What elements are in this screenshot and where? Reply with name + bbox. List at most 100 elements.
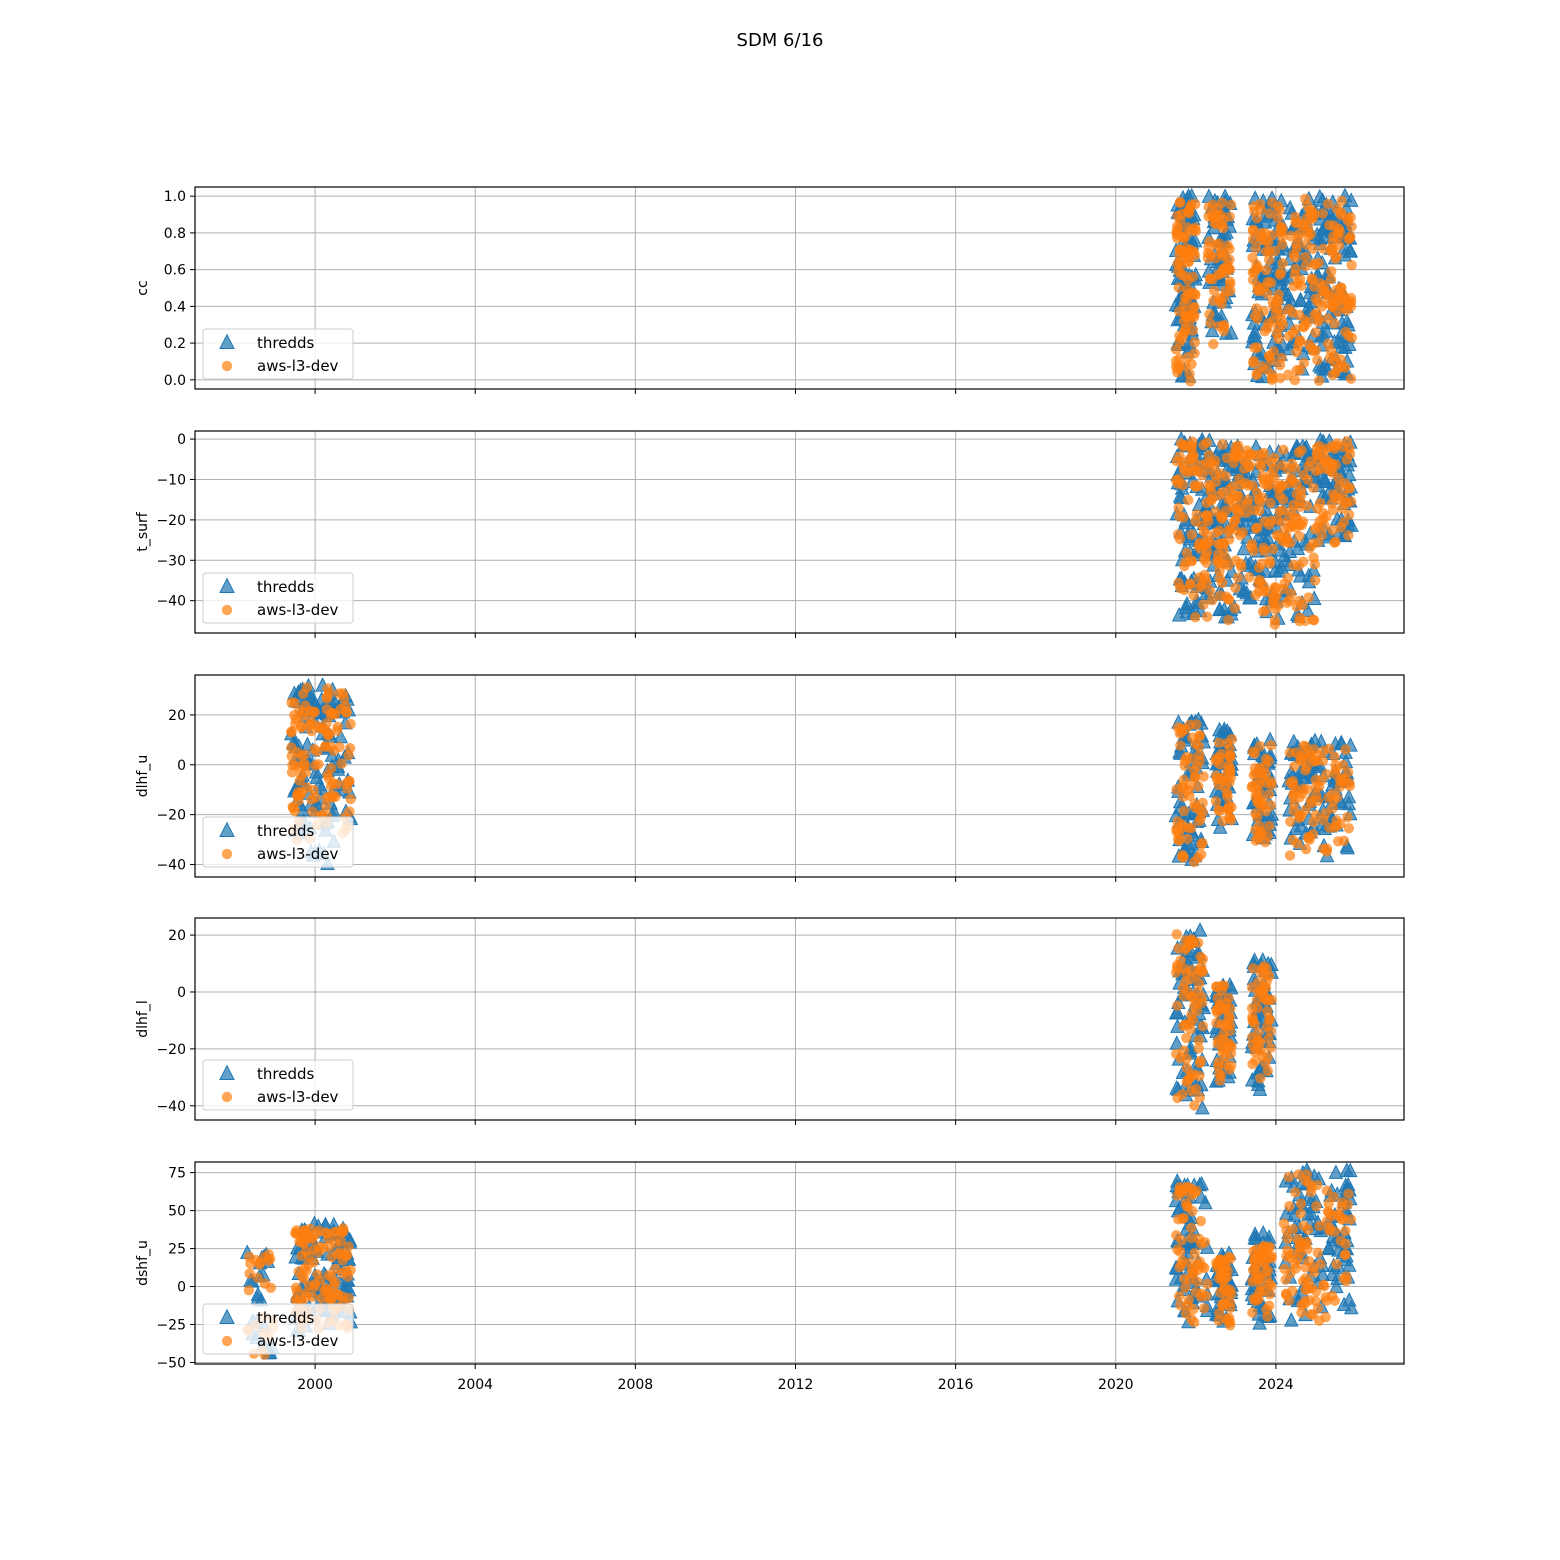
y-tick-label: −20 (156, 1042, 186, 1058)
point-aws-l3-dev (320, 801, 332, 812)
point-aws-l3-dev (301, 782, 313, 793)
point-aws-l3-dev (1271, 590, 1282, 601)
point-aws-l3-dev (1188, 302, 1199, 313)
point-aws-l3-dev (1213, 804, 1224, 816)
legend-label-thredds: thredds (257, 822, 314, 840)
point-aws-l3-dev (296, 1271, 308, 1282)
y-axis-label: dshf_u (135, 1240, 151, 1286)
point-aws-l3-dev (1309, 559, 1321, 570)
point-aws-l3-dev (1219, 321, 1230, 332)
point-aws-l3-dev (1265, 468, 1277, 480)
point-aws-l3-dev (1244, 572, 1255, 583)
point-aws-l3-dev (313, 1247, 324, 1258)
point-aws-l3-dev (1235, 561, 1247, 573)
point-aws-l3-dev (1330, 367, 1341, 378)
point-aws-l3-dev (1313, 375, 1325, 386)
point-aws-l3-dev (1178, 461, 1190, 473)
point-aws-l3-dev (288, 802, 299, 814)
point-aws-l3-dev (1249, 762, 1261, 774)
point-aws-l3-dev (1309, 575, 1321, 586)
point-aws-l3-dev (1249, 1046, 1261, 1057)
point-aws-l3-dev (344, 806, 355, 817)
point-aws-l3-dev (286, 742, 297, 753)
y-tick-label: −10 (156, 472, 186, 488)
y-tick-label: 0.4 (164, 299, 186, 315)
point-aws-l3-dev (1300, 843, 1312, 855)
point-aws-l3-dev (296, 750, 307, 762)
legend-marker-aws-l3-dev (221, 1335, 233, 1347)
point-aws-l3-dev (1258, 542, 1269, 554)
point-aws-l3-dev (1193, 741, 1205, 752)
point-thredds (1271, 563, 1287, 578)
legend-box (202, 1059, 354, 1111)
y-axis-label: dlhf_u (135, 755, 151, 797)
point-aws-l3-dev (1300, 260, 1311, 272)
point-aws-l3-dev (1172, 1000, 1183, 1011)
point-aws-l3-dev (1243, 480, 1254, 491)
point-aws-l3-dev (1185, 578, 1196, 589)
point-aws-l3-dev (1186, 1190, 1197, 1201)
point-aws-l3-dev (1203, 201, 1214, 213)
point-aws-l3-dev (1318, 843, 1329, 854)
point-thredds (1301, 1189, 1316, 1205)
point-aws-l3-dev (1296, 280, 1307, 292)
legend: thredds aws-l3-dev (202, 816, 354, 868)
point-aws-l3-dev (1263, 254, 1275, 266)
point-aws-l3-dev (1214, 999, 1225, 1011)
point-aws-l3-dev (1174, 1262, 1185, 1273)
point-aws-l3-dev (1273, 289, 1284, 300)
point-aws-l3-dev (1335, 206, 1347, 218)
point-aws-l3-dev (1307, 1262, 1319, 1273)
point-aws-l3-dev (1221, 788, 1233, 799)
point-aws-l3-dev (1291, 489, 1302, 500)
point-aws-l3-dev (1185, 753, 1197, 764)
point-aws-l3-dev (1221, 591, 1232, 602)
point-aws-l3-dev (1284, 595, 1295, 606)
point-thredds (1288, 820, 1304, 836)
point-aws-l3-dev (300, 767, 312, 778)
point-aws-l3-dev (1193, 1233, 1205, 1244)
point-aws-l3-dev (1225, 199, 1237, 211)
point-aws-l3-dev (1211, 239, 1222, 251)
point-aws-l3-dev (1284, 1200, 1295, 1212)
point-aws-l3-dev (1297, 1276, 1309, 1287)
point-aws-l3-dev (1289, 252, 1301, 263)
legend: thredds aws-l3-dev (202, 1303, 354, 1355)
point-aws-l3-dev (1178, 990, 1189, 1002)
point-aws-l3-dev (1241, 507, 1252, 518)
point-aws-l3-dev (337, 1255, 348, 1266)
point-aws-l3-dev (1248, 201, 1259, 212)
point-aws-l3-dev (1264, 208, 1276, 219)
point-aws-l3-dev (1339, 773, 1350, 784)
point-aws-l3-dev (1179, 1273, 1190, 1285)
point-aws-l3-dev (1252, 313, 1263, 324)
point-thredds (1318, 473, 1334, 489)
point-aws-l3-dev (1312, 1247, 1324, 1259)
point-aws-l3-dev (1247, 1014, 1258, 1025)
point-aws-l3-dev (1181, 547, 1193, 559)
point-aws-l3-dev (1183, 257, 1194, 268)
legend: thredds aws-l3-dev (202, 328, 354, 380)
point-aws-l3-dev (1324, 353, 1335, 364)
point-aws-l3-dev (320, 1227, 332, 1238)
point-aws-l3-dev (1257, 772, 1268, 783)
point-aws-l3-dev (1337, 503, 1348, 514)
y-tick-label: 1.0 (164, 189, 186, 205)
point-aws-l3-dev (1345, 373, 1357, 384)
point-aws-l3-dev (1288, 560, 1299, 571)
point-aws-l3-dev (1180, 724, 1191, 735)
point-aws-l3-dev (1343, 509, 1355, 520)
legend-box (202, 328, 354, 380)
subplots: 0.0 0.2 0.4 0.6 0.8 1.0 cc thredds aws-l3-dev 0 −1… (135, 186, 1405, 1393)
point-aws-l3-dev (1191, 1005, 1203, 1016)
point-aws-l3-dev (307, 806, 318, 817)
point-aws-l3-dev (1317, 507, 1329, 519)
point-aws-l3-dev (1193, 781, 1204, 792)
point-aws-l3-dev (1224, 264, 1235, 276)
point-aws-l3-dev (1250, 243, 1262, 254)
point-aws-l3-dev (1171, 221, 1183, 232)
point-aws-l3-dev (345, 718, 356, 730)
point-aws-l3-dev (1327, 525, 1338, 536)
